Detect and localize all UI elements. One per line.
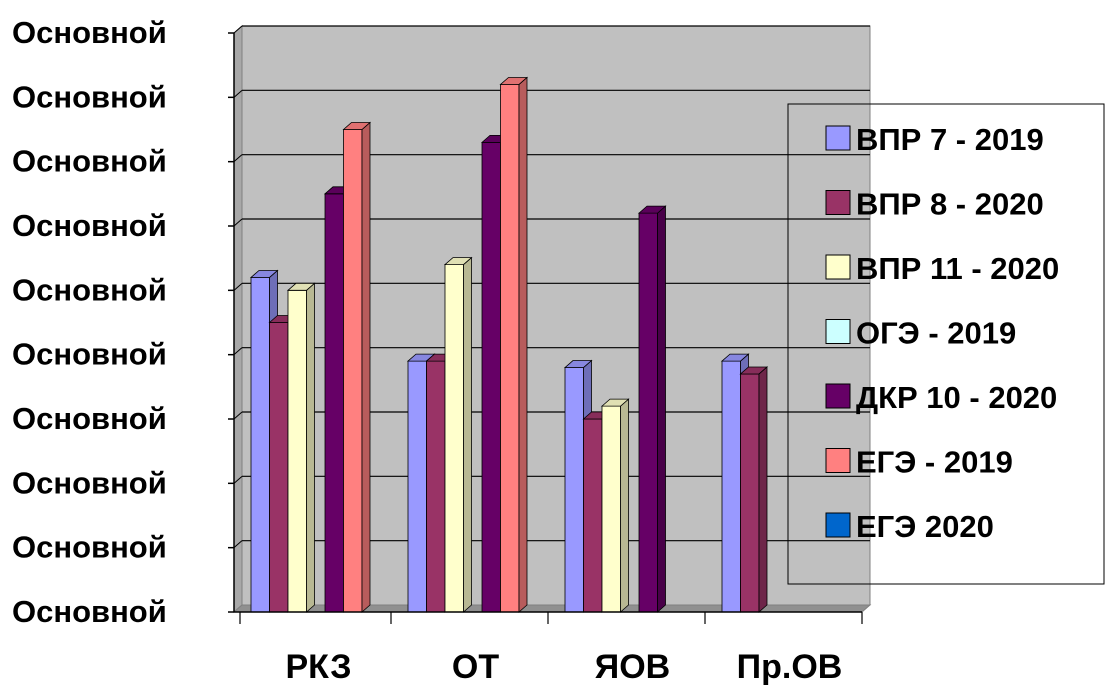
- legend-swatch: [825, 512, 851, 538]
- bar-front: [601, 405, 621, 613]
- gridline-side: [233, 411, 243, 420]
- y-tick-label: Основной: [12, 401, 167, 436]
- bar-front: [564, 367, 584, 613]
- legend-swatch: [825, 254, 851, 280]
- legend-label: ДКР 10 - 2020: [856, 380, 1057, 415]
- bar: [637, 205, 667, 613]
- gridline-side: [233, 89, 243, 98]
- y-ticks: Основной Основной Основной Основной Основной…: [12, 15, 234, 629]
- y-tick-label: Основной: [12, 530, 167, 565]
- bar: [739, 366, 769, 613]
- legend-swatch: [825, 190, 851, 215]
- x-tick-label: ЯОВ: [595, 648, 670, 686]
- bar: [600, 398, 630, 613]
- y-tick-label: Основной: [12, 594, 167, 629]
- legend-box: [787, 103, 1105, 585]
- legend-item: ДКР 10 - 2020: [825, 380, 1057, 415]
- bar-top: [499, 77, 529, 85]
- bar-front: [343, 129, 363, 613]
- bar-side: [758, 366, 768, 613]
- bar: [443, 256, 473, 613]
- y-tick-label: Основной: [12, 144, 167, 179]
- bar-front: [324, 193, 344, 613]
- y-tick-label: Основной: [12, 79, 167, 114]
- bar-front: [740, 373, 760, 613]
- bar-top: [443, 257, 473, 266]
- legend-item: ВПР 7 - 2019: [825, 122, 1044, 157]
- bar-side: [463, 256, 472, 613]
- bar-top: [739, 366, 769, 375]
- x-tick-label: ОТ: [452, 648, 499, 686]
- bar-top: [637, 205, 667, 214]
- y-tick-label: Основной: [12, 208, 167, 243]
- bar-top: [249, 270, 279, 278]
- legend-label: ОГЭ - 2019: [856, 316, 1016, 351]
- bar-top: [286, 282, 316, 291]
- legend-label: ЕГЭ - 2019: [856, 445, 1013, 480]
- x-ticks: РКЗ ОТ ЯОВ Пр.ОВ: [239, 612, 863, 686]
- legend-item: ВПР 8 - 2020: [825, 187, 1044, 222]
- bar-front: [250, 277, 270, 613]
- bar-side: [657, 205, 666, 613]
- bar-front: [407, 360, 427, 613]
- legend-item: ЕГЭ 2020: [825, 509, 994, 544]
- bar-front: [721, 360, 741, 613]
- gridline-side: [233, 347, 243, 356]
- legend-label: ВПР 8 - 2020: [856, 187, 1044, 222]
- bar-front: [481, 141, 501, 613]
- bar: [342, 121, 372, 613]
- legend-item: ОГЭ - 2019: [825, 316, 1016, 351]
- y-tick-label: Основной: [12, 15, 167, 50]
- x-tick-label: РКЗ: [286, 648, 352, 686]
- bar-front: [444, 264, 464, 613]
- gridline-side: [233, 282, 243, 291]
- bar-side: [620, 398, 629, 613]
- bar: [499, 76, 529, 613]
- legend-label: ВПР 11 - 2020: [856, 251, 1059, 286]
- bar-front: [426, 360, 446, 613]
- gridline-side: [233, 218, 243, 227]
- gridline-side: [233, 25, 243, 34]
- plot-side-wall: [233, 24, 243, 614]
- bar-side: [518, 76, 528, 613]
- y-tick-label: Основной: [12, 465, 167, 500]
- y-tick-label: Основной: [12, 272, 167, 307]
- bar-front: [269, 322, 289, 613]
- legend: ВПР 7 - 2019 ВПР 8 - 2020 ВПР 11 - 2020 ОГЭ…: [825, 122, 1059, 544]
- gridline-side: [233, 154, 243, 163]
- bar-side: [361, 121, 371, 613]
- bar: [286, 282, 316, 613]
- legend-swatch: [825, 125, 851, 151]
- legend-swatch: [825, 319, 851, 344]
- legend-label: ВПР 7 - 2019: [856, 122, 1044, 157]
- bar-front: [287, 289, 307, 613]
- bar-top: [600, 398, 630, 407]
- gridline-side: [233, 540, 243, 549]
- bar-front: [500, 84, 520, 613]
- legend-swatch: [825, 448, 851, 473]
- bar-top: [563, 360, 593, 368]
- legend-swatch: [825, 383, 851, 409]
- y-tick-label: Основной: [12, 337, 167, 372]
- bar-top: [720, 353, 750, 362]
- gridline-side: [233, 475, 243, 484]
- bar-top: [342, 122, 372, 130]
- x-tick-label: Пр.ОВ: [737, 648, 843, 686]
- legend-item: ЕГЭ - 2019: [825, 445, 1013, 480]
- legend-label: ЕГЭ 2020: [856, 509, 994, 544]
- bar-side: [306, 282, 315, 613]
- bar-front: [638, 212, 658, 613]
- bar-front: [583, 418, 603, 613]
- legend-item: ВПР 11 - 2020: [825, 251, 1059, 286]
